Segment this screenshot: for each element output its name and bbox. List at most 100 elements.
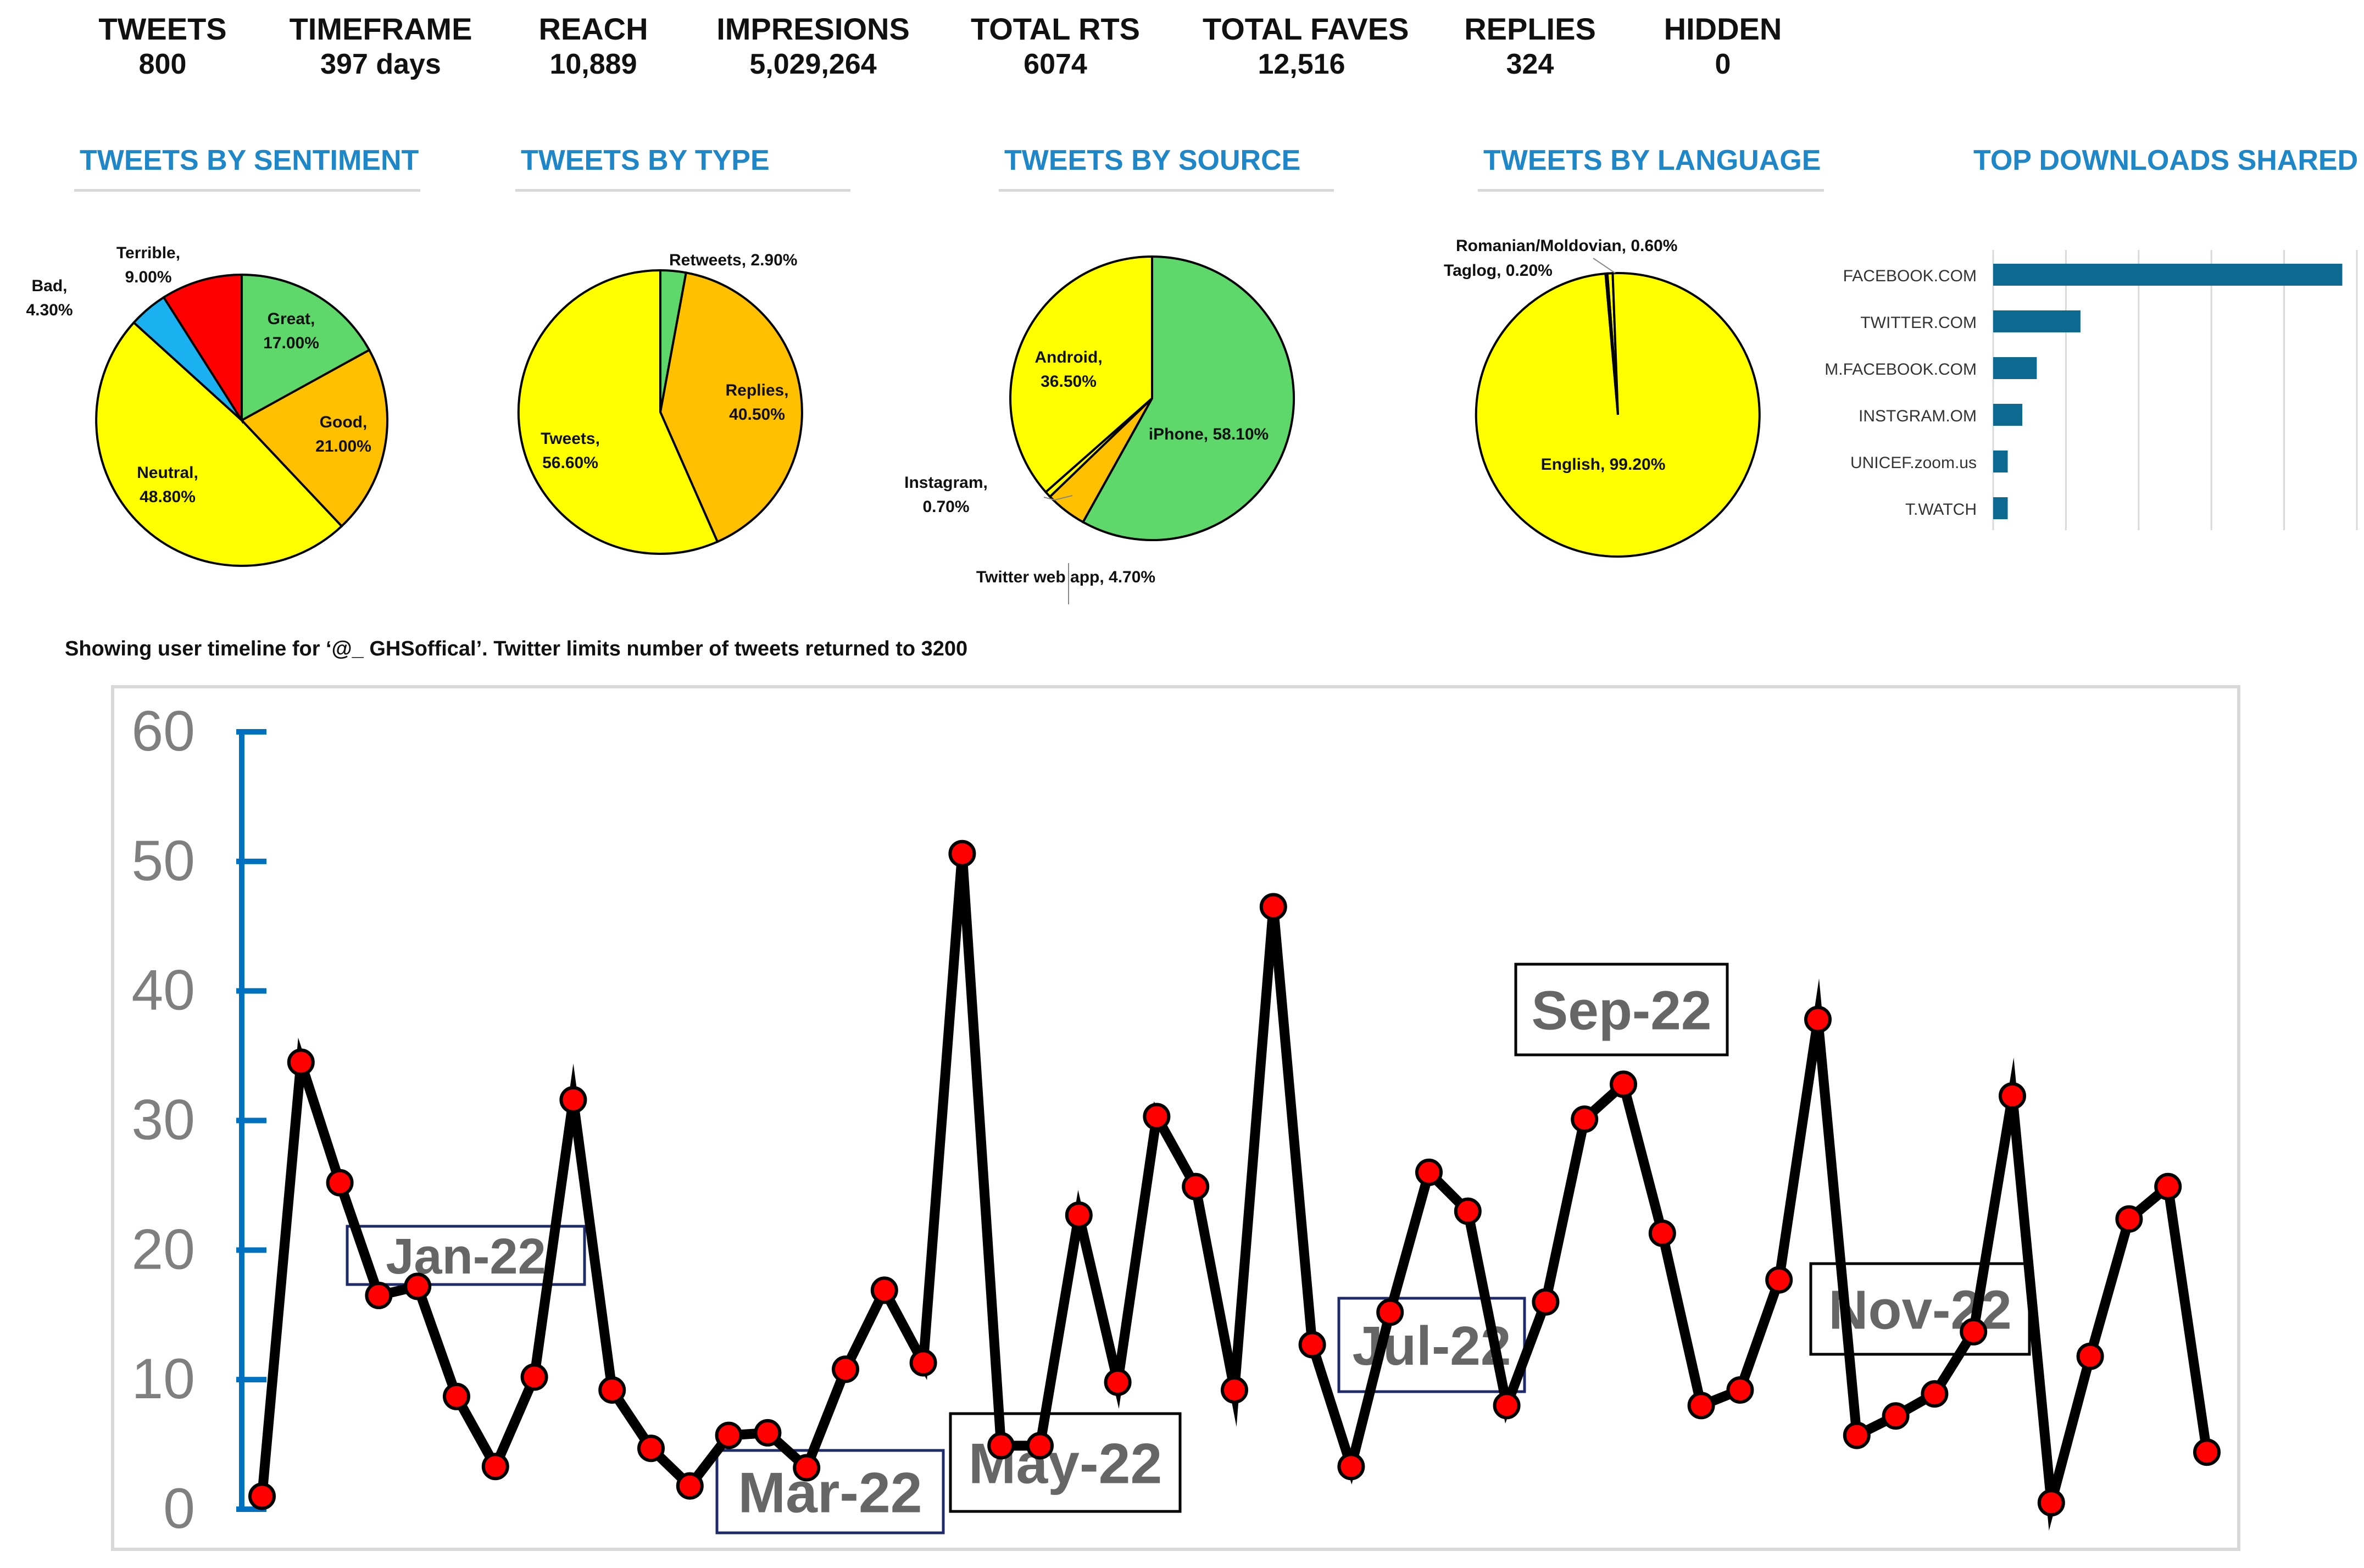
- section-underline: [999, 189, 1334, 192]
- data-point: [404, 1272, 432, 1300]
- stat-label: TOTAL FAVES: [1203, 12, 1409, 46]
- pie-label: English, 99.20%: [1541, 455, 1666, 474]
- stat-label: REACH: [538, 12, 648, 46]
- bar: [1993, 451, 2008, 472]
- stat-label: TOTAL RTS: [971, 12, 1140, 46]
- month-box: [715, 1449, 945, 1534]
- data-point: [1921, 1380, 1949, 1408]
- data-point: [1337, 1453, 1365, 1481]
- data-point: [715, 1421, 743, 1449]
- stat-value: 800: [138, 48, 187, 80]
- data-point: [1143, 1103, 1171, 1131]
- month-box: [1514, 963, 1729, 1057]
- section-underline: [515, 189, 850, 192]
- bar: [1993, 404, 2022, 426]
- section-underline: [74, 189, 420, 192]
- bar-category-label: M.FACEBOOK.COM: [1825, 360, 1977, 379]
- pie-label: Neutral, 48.80%: [137, 464, 198, 506]
- pie-slice-tweets: [517, 269, 719, 555]
- stat-value: 10,889: [549, 48, 637, 80]
- y-axis: 0 10 20 30 40 50 60: [131, 699, 266, 1541]
- data-point: [948, 839, 976, 868]
- data-point: [1843, 1421, 1871, 1449]
- data-point: [1182, 1172, 1210, 1200]
- pie-label: Replies, 40.50%: [725, 381, 788, 424]
- bar: [1993, 497, 2008, 519]
- bar: [1993, 264, 2343, 286]
- data-point: [832, 1355, 859, 1383]
- data-point: [2154, 1172, 2182, 1200]
- pie-slice-terrible: [162, 273, 243, 424]
- month-label: Mar-22: [738, 1461, 922, 1525]
- data-point: [1571, 1105, 1599, 1133]
- pie-slice-great: [241, 273, 371, 422]
- leader-line: [1593, 258, 1616, 274]
- section-title: TWEETS BY SOURCE: [1004, 144, 1301, 176]
- section-downloads: TOP DOWNLOADS SHARED: [1973, 144, 2359, 199]
- bar-category-label: INSTGRAM.OM: [1859, 407, 1977, 425]
- data-point: [1960, 1317, 1988, 1345]
- pie-slice-taglog: [1604, 272, 1619, 415]
- stat-value: 324: [1506, 48, 1554, 80]
- pie-label: Twitter web app, 4.70%: [976, 568, 1155, 586]
- pie-slice-neutral: [95, 321, 343, 567]
- pie-label: iPhone, 58.10%: [1149, 425, 1269, 443]
- stat-label: IMPRESIONS: [716, 12, 910, 46]
- y-tick-label: 20: [131, 1217, 195, 1281]
- data-point: [1454, 1197, 1482, 1225]
- stat-reach: REACH 10,889: [494, 11, 692, 81]
- data-point: [287, 1048, 315, 1076]
- data-point: [637, 1434, 665, 1463]
- y-tick-label: 10: [131, 1347, 195, 1411]
- source-pie-chart: iPhone, 58.10% Twitter web app, 4.70% Inst…: [904, 255, 1295, 604]
- pie-slice-iphone: [1081, 255, 1295, 541]
- data-point: [326, 1169, 354, 1197]
- data-point: [987, 1432, 1015, 1460]
- data-point: [520, 1363, 548, 1391]
- section-title: TWEETS BY LANGUAGE: [1483, 144, 1821, 176]
- data-point: [1259, 893, 1287, 921]
- data-point: [1376, 1298, 1404, 1326]
- data-point: [1804, 1005, 1832, 1033]
- section-title: TWEETS BY TYPE: [521, 144, 770, 176]
- data-point: [1610, 1070, 1637, 1098]
- section-title: TWEETS BY SENTIMENT: [80, 144, 419, 176]
- pie-label: Retweets, 2.90%: [669, 251, 797, 269]
- data-point: [2037, 1489, 2065, 1517]
- stat-value: 6074: [1024, 48, 1087, 80]
- y-tick-label: 60: [131, 699, 195, 763]
- data-point: [1882, 1402, 1910, 1430]
- data-point: [1999, 1082, 2026, 1110]
- pie-label: Good, 21.00%: [315, 413, 371, 455]
- data-point: [793, 1454, 821, 1482]
- section-source: TWEETS BY SOURCE: [999, 144, 1334, 199]
- stat-label: HIDDEN: [1664, 12, 1782, 46]
- pie-label: Romanian/Moldovian, 0.60%: [1456, 237, 1677, 255]
- data-point: [1415, 1158, 1443, 1186]
- section-title: TOP DOWNLOADS SHARED: [1973, 144, 2359, 176]
- stat-value: 12,516: [1258, 48, 1345, 80]
- data-point: [1726, 1376, 1754, 1404]
- pie-label: Taglog, 0.20%: [1444, 262, 1553, 280]
- data-point: [443, 1382, 470, 1410]
- pie-slice-good: [240, 348, 388, 528]
- stat-timeframe: TIMEFRAME 397 days: [282, 11, 480, 81]
- data-point: [676, 1472, 704, 1500]
- y-tick-label: 50: [131, 829, 195, 893]
- data-point: [2076, 1342, 2104, 1370]
- bar-category-label: T.WATCH: [1905, 501, 1977, 519]
- pie-label: Android, 36.50%: [1034, 348, 1102, 391]
- bar-category-label: FACEBOOK.COM: [1843, 267, 1977, 285]
- data-point: [598, 1376, 626, 1404]
- pie-label: Terrible, 9.00%: [116, 244, 180, 286]
- y-tick-label: 40: [131, 959, 195, 1022]
- month-label: Sep-22: [1532, 980, 1712, 1042]
- data-point: [248, 1482, 276, 1510]
- stat-tweets: TWEETS 800: [64, 11, 262, 81]
- data-point: [1298, 1331, 1326, 1359]
- stat-total-faves: TOTAL FAVES 12,516: [1203, 11, 1409, 81]
- pie-label: Great, 17.00%: [263, 310, 319, 352]
- series-points: [248, 839, 2221, 1517]
- pie-label: Instagram, 0.70%: [904, 474, 988, 516]
